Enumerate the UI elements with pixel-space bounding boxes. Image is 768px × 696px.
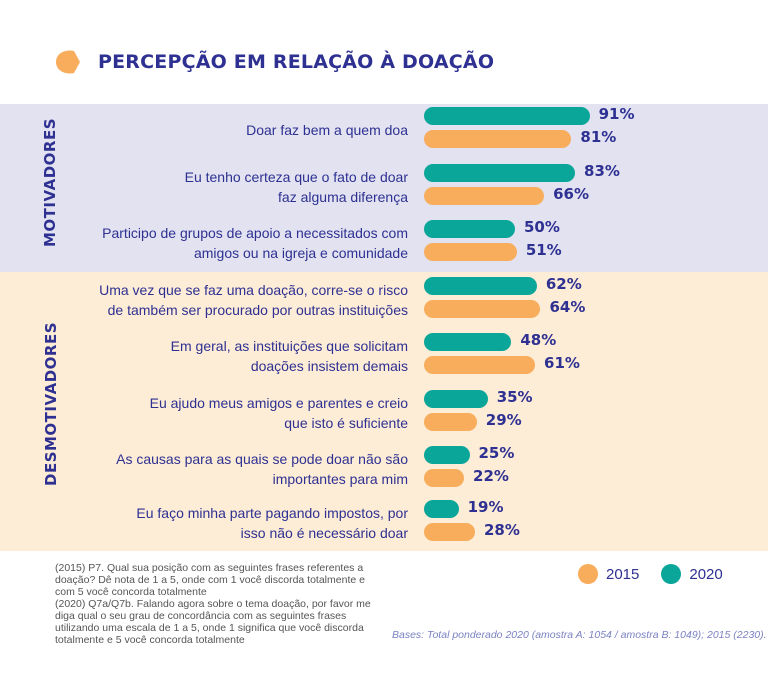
group-label-motivadores: MOTIVADORES xyxy=(41,118,59,247)
legend: 2015 2020 xyxy=(578,564,745,584)
value-label-2015: 29% xyxy=(485,411,522,429)
category-label-line: de também ser procurado por outras insti… xyxy=(107,301,408,318)
value-label-2015: 61% xyxy=(544,354,580,372)
category-label: Eu tenho certeza que o fato de doar faz a… xyxy=(78,167,408,207)
value-label-2020: 35% xyxy=(496,388,533,406)
category-label-line: Eu faço minha parte pagando impostos, po… xyxy=(136,504,408,521)
bar-2015 xyxy=(424,243,517,261)
value-label-2020: 19% xyxy=(467,498,504,516)
value-label-2020: 48% xyxy=(520,331,557,349)
bar-2015 xyxy=(424,413,477,431)
bar-2015 xyxy=(424,356,536,374)
value-label-2015: 28% xyxy=(483,521,520,539)
category-label-line: faz alguma diferença xyxy=(278,188,408,205)
category-label: Uma vez que se faz uma doação, corre-se … xyxy=(78,280,408,320)
category-label-line: Uma vez que se faz uma doação, corre-se … xyxy=(99,281,408,298)
value-label-2020: 50% xyxy=(524,218,560,236)
bar-2015 xyxy=(424,523,475,541)
bar-2020 xyxy=(424,390,488,408)
value-label-2020: 25% xyxy=(478,444,515,462)
value-label-2015: 51% xyxy=(525,241,562,259)
category-label-line: importantes para mim xyxy=(272,470,408,487)
category-label: Participo de grupos de apoio a necessita… xyxy=(78,223,408,263)
bases-note: Bases: Total ponderado 2020 (amostra A: … xyxy=(392,629,767,641)
bar-2020 xyxy=(424,446,470,464)
value-label-2015: 64% xyxy=(549,298,586,316)
group-label-desmotivadores: DESMOTIVADORES xyxy=(42,322,60,486)
methodology-notes: (2015) P7. Qual sua posição com as segui… xyxy=(55,562,385,646)
legend-swatch-2020 xyxy=(661,564,682,584)
legend-item-2020: 2020 xyxy=(661,564,723,584)
bar-2015 xyxy=(424,130,572,148)
legend-label-2020: 2020 xyxy=(689,565,723,583)
value-label-2020: 62% xyxy=(545,275,582,293)
title-row: PERCEPÇÃO EM RELAÇÃO À DOAÇÃO xyxy=(52,44,494,80)
bar-2020 xyxy=(424,277,537,295)
legend-item-2015: 2015 xyxy=(578,564,639,584)
bar-2020 xyxy=(424,220,515,238)
category-label-line: amigos ou na igreja e comunidade xyxy=(193,244,408,261)
category-label-line: isso não é necessário doar xyxy=(240,524,408,541)
legend-label-2015: 2015 xyxy=(606,565,640,583)
category-label-line: que isto é suficiente xyxy=(284,414,408,431)
category-label-line: Doar faz bem a quem doa xyxy=(246,121,408,138)
bar-2020 xyxy=(424,164,576,182)
category-label: As causas para as quais se pode doar não… xyxy=(78,449,408,489)
bar-2020 xyxy=(424,107,590,125)
category-label: Doar faz bem a quem doa xyxy=(78,120,408,140)
category-label: Eu faço minha parte pagando impostos, po… xyxy=(78,503,408,543)
value-label-2015: 66% xyxy=(553,185,590,203)
bar-2015 xyxy=(424,187,545,205)
legend-swatch-2015 xyxy=(578,564,598,584)
category-label-line: Participo de grupos de apoio a necessita… xyxy=(102,224,408,241)
desmotivadores-band xyxy=(0,272,768,551)
value-label-2015: 22% xyxy=(473,467,509,485)
bar-2020 xyxy=(424,500,459,518)
category-label-line: As causas para as quais se pode doar não… xyxy=(116,450,408,467)
category-label: Eu ajudo meus amigos e parentes e creio q… xyxy=(78,393,408,433)
category-label-line: Em geral, as instituições que solicitam xyxy=(170,337,408,354)
category-label: Em geral, as instituições que solicitam d… xyxy=(78,336,408,376)
category-label-line: Eu ajudo meus amigos e parentes e creio xyxy=(149,394,408,411)
value-label-2020: 91% xyxy=(598,105,635,123)
bar-2015 xyxy=(424,300,541,318)
value-label-2015: 81% xyxy=(580,128,617,146)
category-label-line: doações insistem demais xyxy=(250,357,408,374)
leaf-icon xyxy=(56,50,80,74)
bar-2015 xyxy=(424,469,465,487)
page-title: PERCEPÇÃO EM RELAÇÃO À DOAÇÃO xyxy=(98,51,495,73)
note-2015: (2015) P7. Qual sua posição com as segui… xyxy=(55,562,365,598)
bar-2020 xyxy=(424,333,512,351)
note-2020: (2020) Q7a/Q7b. Falando agora sobre o te… xyxy=(55,598,371,646)
motivadores-band xyxy=(0,104,768,272)
value-label-2020: 83% xyxy=(584,162,620,180)
category-label-line: Eu tenho certeza que o fato de doar xyxy=(184,168,408,185)
